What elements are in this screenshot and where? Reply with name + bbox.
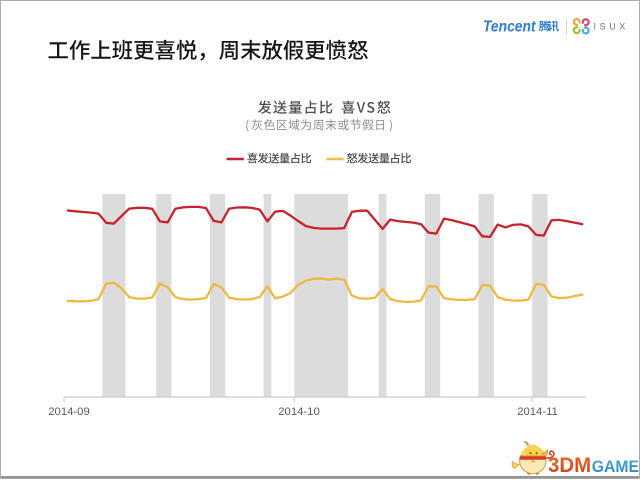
svg-text:2014-11: 2014-11 (517, 406, 558, 418)
svg-text:2014-09: 2014-09 (48, 406, 89, 418)
svg-text:ISUX: ISUX (594, 21, 629, 31)
svg-text:Tencent: Tencent (483, 18, 536, 35)
svg-text:2014-10: 2014-10 (278, 406, 319, 418)
svg-text:3DM: 3DM (548, 454, 591, 477)
svg-text:GAME: GAME (592, 457, 639, 476)
